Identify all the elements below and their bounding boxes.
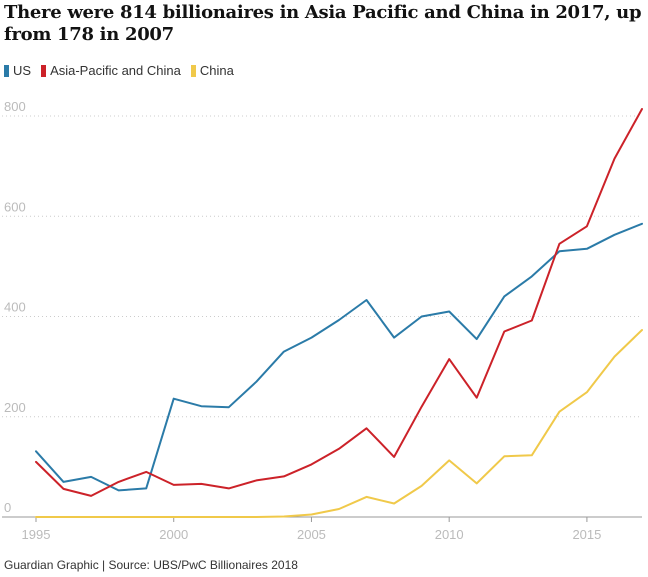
legend-label-asia-pacific: Asia-Pacific and China: [50, 63, 181, 78]
legend-swatch-us: [4, 64, 9, 77]
legend-swatch-asia-pacific: [41, 64, 47, 77]
y-tick-label-400: 400: [4, 300, 26, 315]
y-tick-label-200: 200: [4, 400, 26, 415]
series-line-china: [35, 329, 643, 518]
x-tick-label-2015: 2015: [572, 527, 601, 542]
legend-label-us: US: [13, 63, 32, 78]
legend: US Asia-Pacific and China China: [4, 63, 234, 78]
y-tick-label-0: 0: [4, 500, 11, 515]
legend-item-asia-pacific: Asia-Pacific and China: [41, 63, 181, 78]
source-note: Guardian Graphic | Source: UBS/PwC Billi…: [4, 558, 298, 572]
chart-title: There were 814 billionaires in Asia Paci…: [4, 2, 642, 45]
series-line-asia-pacific-and-china: [35, 108, 643, 497]
x-tick-label-2000: 2000: [159, 527, 188, 542]
legend-item-us: US: [4, 63, 31, 78]
y-tick-label-800: 800: [4, 99, 26, 114]
legend-swatch-china: [190, 64, 196, 77]
x-tick-label-2010: 2010: [435, 527, 464, 542]
x-tick-label-1995: 1995: [22, 527, 51, 542]
x-tick-label-2005: 2005: [297, 527, 326, 542]
series-line-us: [35, 222, 643, 492]
legend-item-china: China: [190, 63, 234, 78]
legend-label-china: China: [199, 63, 234, 78]
y-tick-label-600: 600: [4, 199, 26, 214]
